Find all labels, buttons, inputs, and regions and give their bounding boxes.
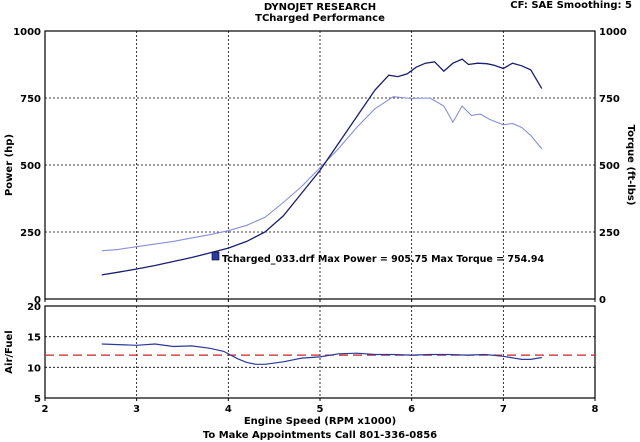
afr-tick-label: 20 (27, 302, 41, 313)
torque-curve (101, 96, 543, 252)
torque-tick-label: 250 (599, 228, 620, 239)
air-fuel-curve (101, 343, 542, 365)
torque-tick-label: 1000 (599, 27, 627, 38)
footer-contact: To Make Appointments Call 801-336-0856 (202, 430, 438, 441)
torque-tick-label: 0 (599, 295, 606, 306)
rpm-tick-label: 5 (317, 404, 324, 415)
rpm-tick-label: 7 (500, 404, 507, 415)
chart-subtitle: TCharged Performance (255, 13, 385, 24)
rpm-tick-label: 4 (225, 404, 232, 415)
y-axis-label-torque: Torque (ft-lbs) (625, 125, 636, 206)
y-axis-label-air-fuel: Air/Fuel (4, 330, 15, 373)
rpm-tick-label: 8 (592, 404, 599, 415)
power-tick-label: 1000 (13, 27, 41, 38)
afr-tick-label: 10 (27, 363, 41, 374)
power-torque-gridlines (45, 31, 595, 299)
air-fuel-gridlines (45, 306, 595, 398)
afr-tick-label: 5 (34, 394, 41, 405)
x-axis-label: Engine Speed (RPM x1000) (244, 416, 396, 427)
rpm-tick-label: 3 (133, 404, 140, 415)
power-tick-label: 500 (20, 161, 41, 172)
afr-tick-label: 15 (27, 333, 41, 344)
correction-factor-info: CF: SAE Smoothing: 5 (510, 0, 632, 11)
power-curve (101, 58, 543, 276)
rpm-tick-label: 6 (408, 404, 415, 415)
power-tick-label: 750 (20, 94, 41, 105)
chart-title: DYNOJET RESEARCH (263, 2, 377, 13)
y-axis-label-power: Power (hp) (4, 134, 15, 196)
torque-tick-label: 750 (599, 94, 620, 105)
power-tick-label: 250 (20, 228, 41, 239)
torque-tick-label: 500 (599, 161, 620, 172)
max-power-torque-annotation: Tcharged_033.drf Max Power = 905.75 Max … (222, 254, 544, 265)
power-tick-label: 0 (34, 295, 41, 306)
rpm-tick-label: 2 (42, 404, 49, 415)
run-marker-icon (211, 251, 220, 261)
